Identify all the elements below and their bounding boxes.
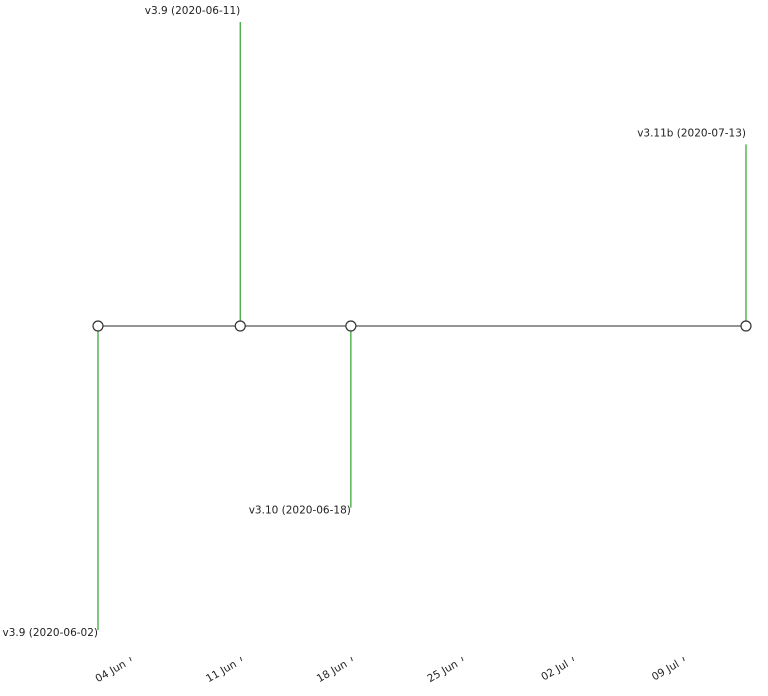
x-tick-label: 25 Jun	[425, 658, 460, 685]
x-tick-label: 04 Jun	[93, 658, 128, 685]
x-tick-label: 02 Jul	[539, 658, 570, 683]
event-marker	[740, 320, 752, 332]
x-tick-mark	[239, 656, 243, 662]
event-label: v3.9 (2020-06-11)	[145, 5, 240, 17]
x-tick-label: 09 Jul	[650, 658, 681, 683]
event-marker	[345, 320, 357, 332]
x-tick-mark	[571, 656, 575, 662]
x-tick-mark	[350, 656, 353, 662]
x-tick-mark	[682, 656, 685, 662]
x-tick-label: 11 Jun	[204, 658, 239, 685]
x-tick-mark	[129, 656, 132, 662]
event-marker	[234, 320, 246, 332]
event-label: v3.10 (2020-06-18)	[249, 505, 351, 517]
event-marker	[92, 320, 104, 332]
x-tick-label: 18 Jun	[315, 658, 350, 685]
event-label: v3.9 (2020-06-02)	[3, 627, 98, 639]
event-label: v3.11b (2020-07-13)	[637, 127, 746, 139]
x-tick-mark	[461, 656, 464, 662]
